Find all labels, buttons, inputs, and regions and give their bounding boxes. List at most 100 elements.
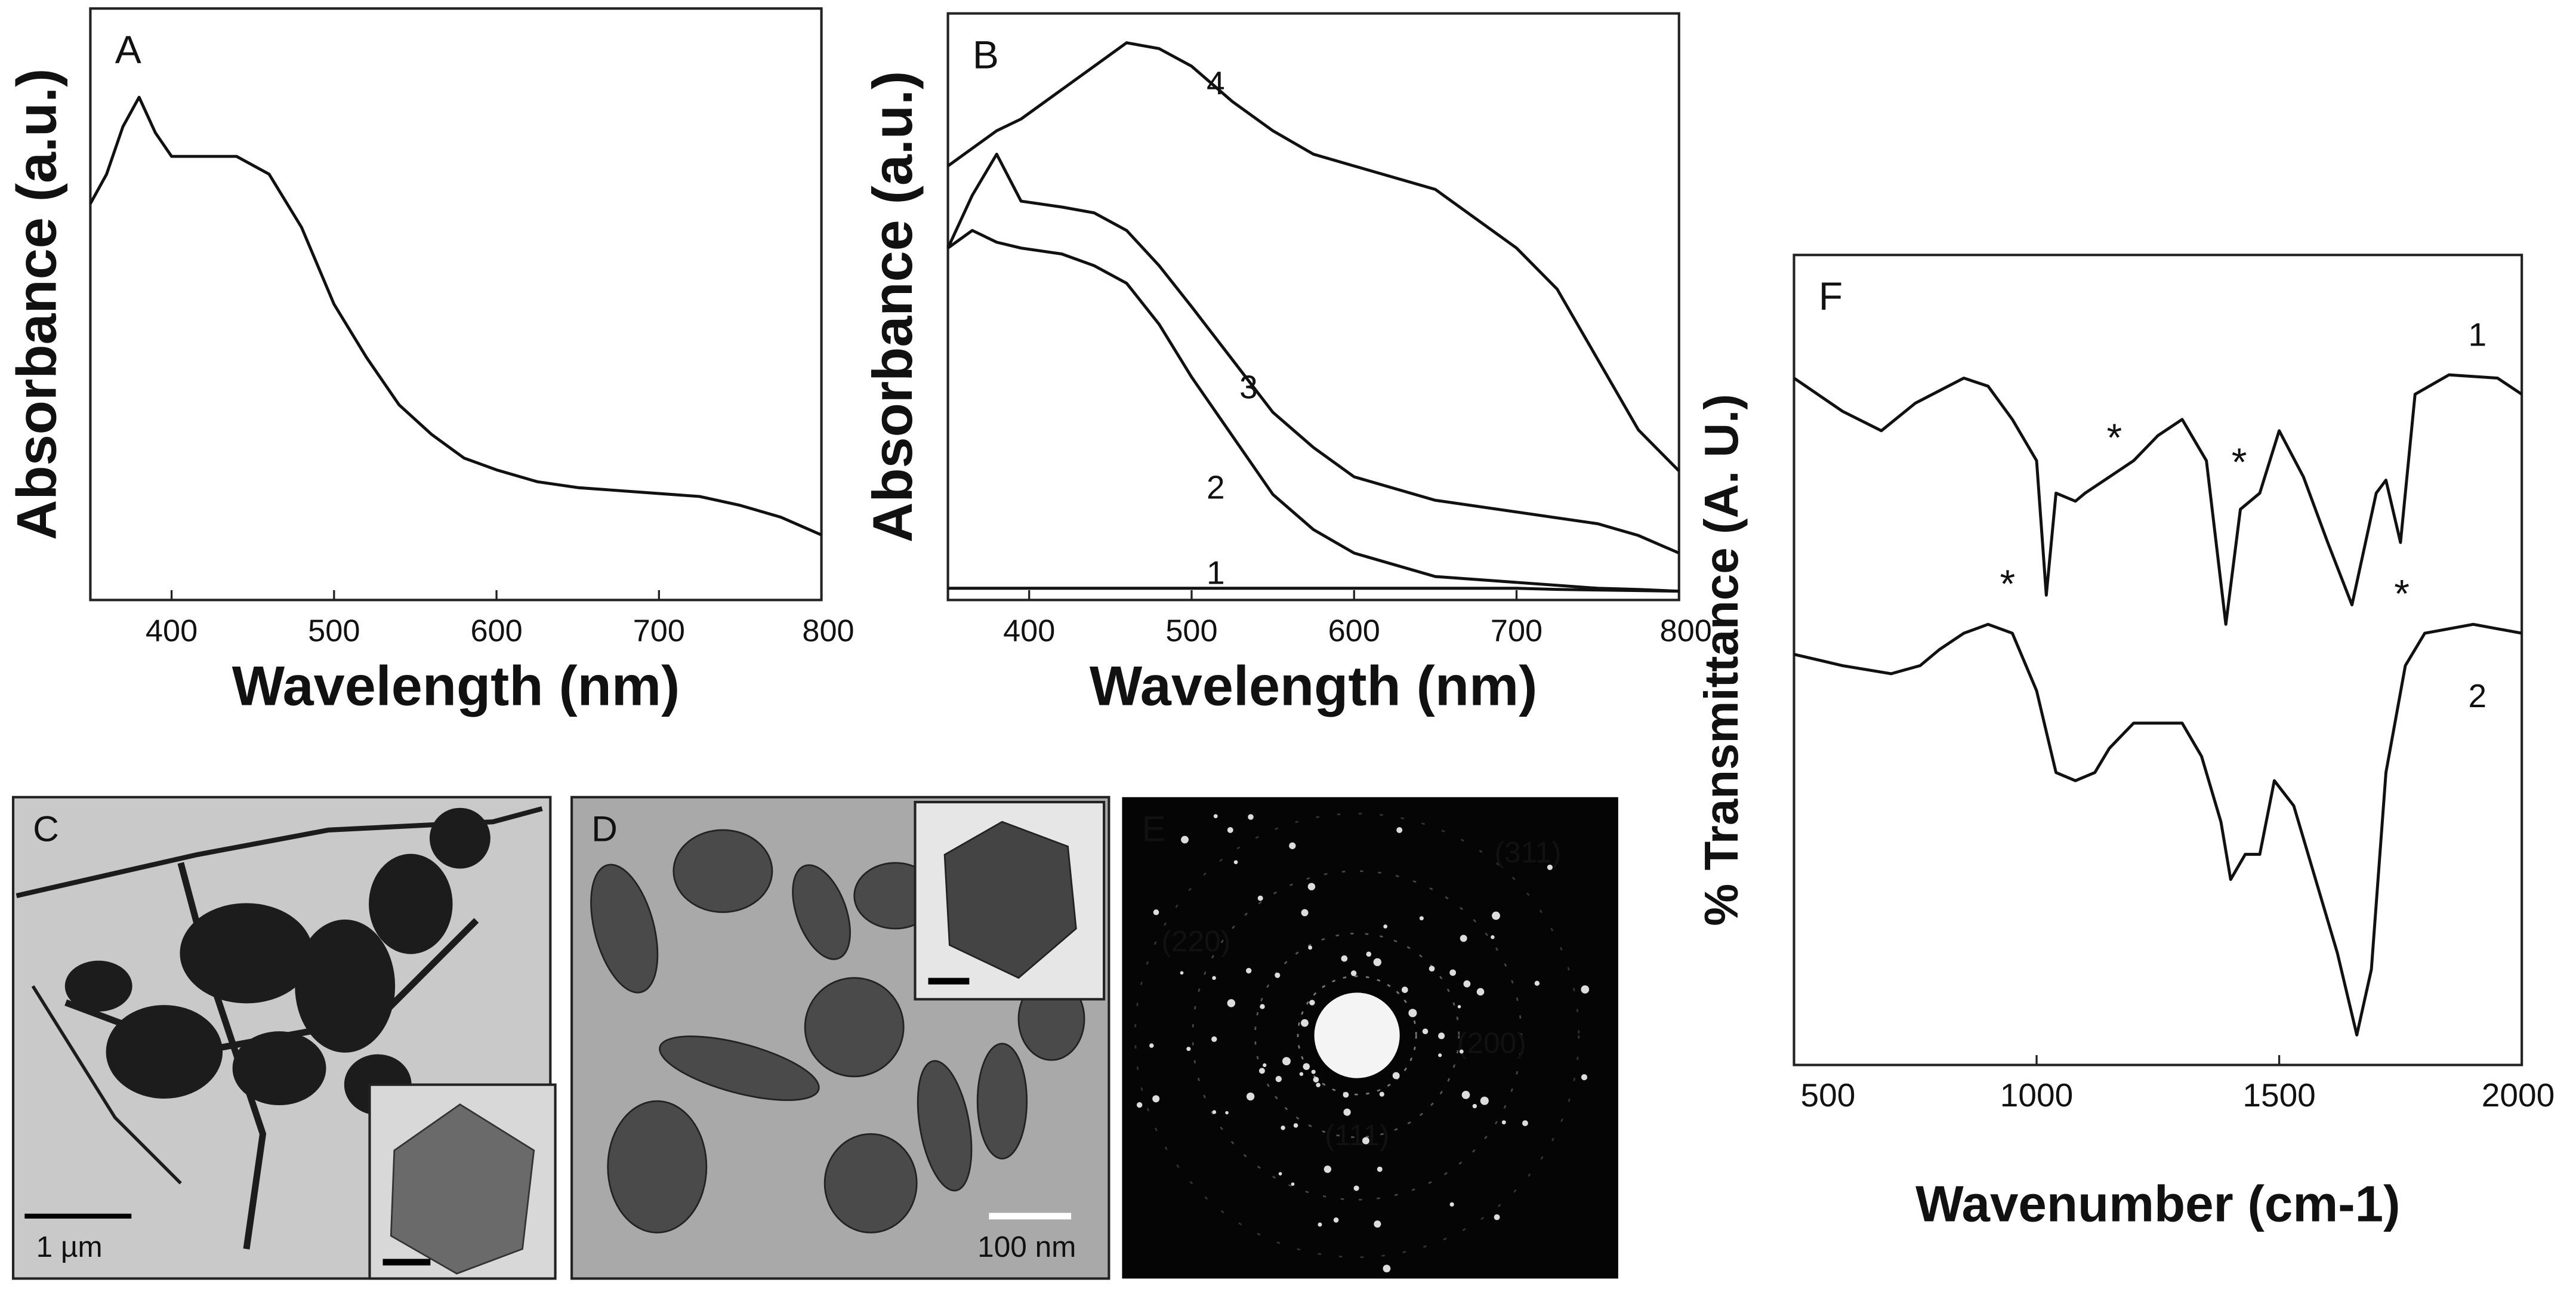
x-tick-label: 500 xyxy=(308,613,360,648)
series-label: 1 xyxy=(2468,316,2486,353)
diffraction-spot xyxy=(1534,980,1540,986)
diffraction-spot xyxy=(1227,827,1233,833)
diffraction-spot xyxy=(1186,1047,1191,1052)
diffraction-spot xyxy=(1343,1091,1349,1098)
diffraction-spot xyxy=(1311,1069,1316,1074)
octahedron xyxy=(390,1103,535,1275)
particles xyxy=(590,829,1085,1234)
ring xyxy=(1254,932,1460,1139)
diffraction-spot xyxy=(1333,1217,1339,1223)
diffraction-spot xyxy=(1457,1005,1461,1009)
panel-label: A xyxy=(115,28,141,72)
annotation: * xyxy=(2394,572,2410,616)
diffraction-spot xyxy=(1472,1103,1477,1109)
diffraction-spot xyxy=(1408,1009,1417,1017)
x-axis-label: Wavenumber (cm-1) xyxy=(1915,1176,2400,1233)
diffraction-spot xyxy=(1581,1074,1588,1081)
series-line xyxy=(946,152,1680,555)
x-tick-label: 800 xyxy=(802,613,854,648)
annotation: * xyxy=(2232,440,2247,485)
annotation: * xyxy=(2106,416,2122,460)
diffraction-spot xyxy=(1461,1090,1470,1099)
plot-frame xyxy=(1793,254,2523,1066)
series-line xyxy=(89,95,822,536)
diffraction-spot xyxy=(1260,1004,1265,1009)
diffraction-spot xyxy=(1438,1053,1442,1057)
series-label: 1 xyxy=(1207,554,1225,591)
diffraction-spot xyxy=(1383,1265,1391,1273)
diffraction-spot xyxy=(1492,911,1500,920)
diffraction-spot xyxy=(1438,1032,1445,1040)
diffraction-spot xyxy=(1307,883,1316,890)
diffraction-spot xyxy=(1301,1019,1309,1027)
diffraction-spot xyxy=(1419,916,1424,921)
diffraction-spot xyxy=(1136,1102,1143,1108)
diffraction-spot xyxy=(1341,955,1348,962)
diffraction-spot xyxy=(1377,1166,1383,1172)
diffraction-spot xyxy=(1362,1137,1369,1145)
diffraction-spot xyxy=(1291,1182,1295,1186)
diffraction-spot xyxy=(1366,951,1372,957)
annotation: * xyxy=(2000,562,2016,606)
x-tick-label: 600 xyxy=(470,613,522,648)
x-tick-label: 400 xyxy=(146,613,198,648)
series-label: 3 xyxy=(1239,369,1258,406)
diffraction-spot xyxy=(1213,814,1218,819)
diffraction-spot xyxy=(1275,972,1281,978)
diffraction-spot xyxy=(1501,1120,1506,1125)
x-tick-label: 1000 xyxy=(2000,1077,2073,1114)
diffraction-spot xyxy=(1396,827,1403,833)
panel-label: E xyxy=(1142,809,1165,849)
diffraction-spot xyxy=(1350,970,1357,976)
scale-bar-label: 1 µm xyxy=(36,1230,103,1263)
x-axis-label: Wavelength (nm) xyxy=(1090,655,1538,717)
diffraction-spot xyxy=(1324,1165,1332,1173)
diffraction-spot xyxy=(1383,924,1388,929)
ring xyxy=(1192,870,1522,1201)
panel-label: B xyxy=(973,33,999,77)
diffraction-spot xyxy=(1293,1123,1298,1128)
ring-label: (220) xyxy=(1161,924,1230,958)
diffraction-spot xyxy=(1227,999,1236,1007)
series-line xyxy=(948,587,1679,593)
diffraction-panel-e: (311) (220) (200) (111) E xyxy=(1122,797,1618,1279)
diffraction-spot xyxy=(1449,1202,1454,1207)
diffraction-spot xyxy=(1248,814,1254,820)
x-tick-label: 2000 xyxy=(2482,1077,2555,1114)
diffraction-spot xyxy=(1275,1075,1282,1083)
panel-label: C xyxy=(33,809,59,849)
diffraction-spot xyxy=(1211,1036,1217,1043)
diffraction-spot xyxy=(1522,1120,1528,1127)
diffraction-spot xyxy=(1379,1091,1384,1097)
diffraction-spot xyxy=(1422,1028,1429,1034)
x-tick-label: 600 xyxy=(1328,613,1380,648)
diffraction-spot xyxy=(1449,969,1457,976)
aggregate xyxy=(16,806,543,1250)
diffraction-spot xyxy=(1491,935,1495,939)
hexagon xyxy=(943,821,1077,979)
diffraction-spot xyxy=(1463,980,1471,988)
x-tick-label: 700 xyxy=(1491,613,1542,648)
diffraction-spot xyxy=(1429,966,1435,972)
diffraction-spot xyxy=(1316,1083,1321,1087)
diffraction-spot xyxy=(1282,1057,1291,1066)
diffraction-spot xyxy=(1225,1111,1229,1115)
diffraction-spot xyxy=(1246,1092,1255,1101)
diffraction-spot xyxy=(1581,985,1590,994)
ring-label: (111) xyxy=(1325,1118,1389,1152)
diffraction-spot xyxy=(1547,864,1553,870)
diffraction-spot xyxy=(1181,835,1189,844)
tem-panel-c: 1 µm C xyxy=(11,795,557,1280)
ring-label: (311) xyxy=(1494,835,1561,869)
diffraction-spot xyxy=(1258,1068,1265,1074)
diffraction-spot xyxy=(1301,909,1309,917)
tem-panel-d: 100 nm D xyxy=(570,795,1110,1280)
y-axis-label: % Transmittance (A. U.) xyxy=(1695,394,1748,926)
ring xyxy=(1134,812,1580,1259)
diffraction-spot xyxy=(1373,958,1381,967)
series-line xyxy=(1793,622,2522,1037)
diffraction-spot xyxy=(1299,1072,1304,1076)
diffraction-spot xyxy=(1303,1063,1310,1070)
diffraction-spot xyxy=(1459,1049,1464,1054)
